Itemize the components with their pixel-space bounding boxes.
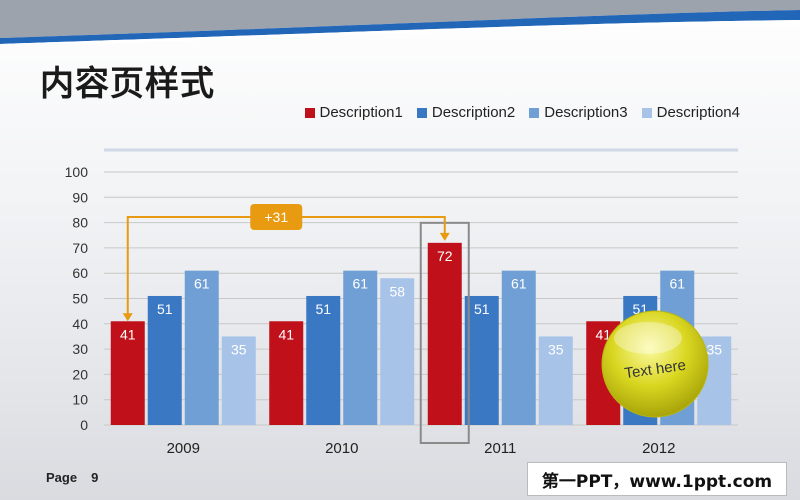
y-tick-label: 0 <box>80 417 88 433</box>
arrowhead-icon <box>439 232 450 241</box>
delta-badge <box>250 204 303 230</box>
y-tick-label: 20 <box>72 366 88 382</box>
data-label: 72 <box>437 248 453 264</box>
y-tick-label: 60 <box>72 265 88 281</box>
badge-circle <box>601 310 709 418</box>
y-tick-label: 80 <box>72 215 88 231</box>
legend-item: Description3 <box>529 104 628 121</box>
legend-label: Description3 <box>544 104 628 121</box>
x-tick-label: 2012 <box>642 440 675 457</box>
legend-swatch <box>304 107 315 118</box>
bar <box>538 336 573 425</box>
bar <box>380 278 415 425</box>
x-tick-label: 2009 <box>167 440 200 457</box>
y-tick-label: 100 <box>65 164 89 180</box>
legend-swatch <box>416 107 427 118</box>
legend-item: Description1 <box>304 104 403 121</box>
legend-item: Description2 <box>416 104 516 121</box>
bar <box>269 321 304 425</box>
bar <box>343 270 378 425</box>
data-label: 61 <box>352 276 368 292</box>
bar <box>306 295 341 425</box>
arrowhead-icon <box>122 313 133 322</box>
data-label: 35 <box>706 341 722 357</box>
data-label: 61 <box>669 276 685 292</box>
data-label: 35 <box>231 341 247 357</box>
page-label: Page <box>46 470 78 485</box>
y-tick-label: 10 <box>72 392 88 408</box>
bar <box>184 270 219 425</box>
watermark: 第一PPT，www.1ppt.com <box>527 462 787 496</box>
bar <box>427 242 462 425</box>
legend-label: Description4 <box>656 104 740 121</box>
data-label: 51 <box>315 301 331 317</box>
legend-label: Description2 <box>431 104 516 121</box>
data-label: 58 <box>389 283 405 299</box>
legend-item: Description4 <box>641 104 740 121</box>
slide-title: 内容页样式 <box>40 64 215 104</box>
y-tick-label: 50 <box>72 291 88 307</box>
page-number: 9 <box>91 470 99 485</box>
data-label: 41 <box>595 326 611 342</box>
y-tick-label: 40 <box>72 316 88 332</box>
delta-label: +31 <box>264 209 288 225</box>
page-footer: Page 9 <box>46 470 98 485</box>
top-banner <box>0 0 800 44</box>
bar <box>501 270 536 425</box>
data-label: 41 <box>278 326 294 342</box>
legend-label: Description1 <box>319 104 403 121</box>
data-label: 51 <box>474 301 490 317</box>
legend-swatch <box>529 107 540 118</box>
bar <box>464 295 499 425</box>
data-label: 51 <box>157 301 173 317</box>
legend-swatch <box>641 107 652 118</box>
x-tick-label: 2011 <box>484 440 516 457</box>
y-tick-label: 70 <box>72 240 88 256</box>
bar <box>110 321 145 425</box>
data-label: 35 <box>548 341 564 357</box>
y-tick-label: 90 <box>72 189 88 205</box>
data-label: 61 <box>194 276 210 292</box>
bar <box>221 336 256 425</box>
chart-legend: Description1 Description2 Description3 D… <box>304 104 740 121</box>
bar <box>147 295 182 425</box>
y-tick-label: 30 <box>72 341 88 357</box>
badge-highlight <box>614 322 682 354</box>
data-label: 41 <box>120 326 136 342</box>
data-label: 61 <box>511 276 527 292</box>
x-tick-label: 2010 <box>325 440 358 457</box>
